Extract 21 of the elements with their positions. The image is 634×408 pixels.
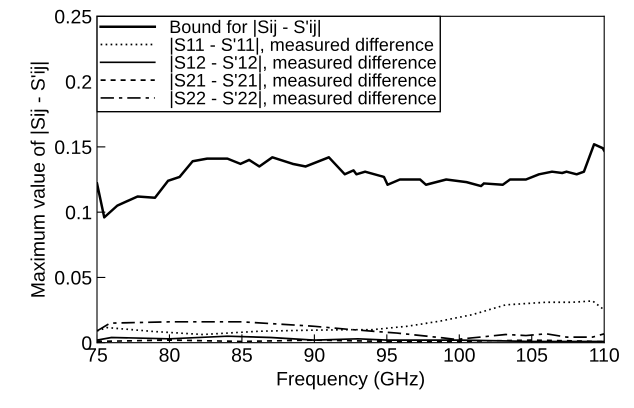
y-tick-label: 0.05: [55, 270, 92, 285]
y-tick-label: 0.15: [55, 140, 92, 154]
x-tick-label: 75: [87, 348, 107, 362]
x-tick-label: 90: [304, 348, 324, 362]
y-tick-label: 0.25: [55, 10, 92, 24]
legend-label: Bound for |Sij - S'ij|: [170, 20, 320, 37]
legend-label: |S21 - S'21|, measured difference: [170, 73, 436, 90]
y-tick-label: 0.1: [66, 206, 92, 220]
y-tick-label: 0.2: [66, 75, 92, 89]
legend-label: |S22 - S'22|, measured difference: [170, 91, 436, 108]
y-tick-label: 0: [82, 336, 92, 350]
x-tick-label: 95: [376, 348, 397, 362]
x-axis-title: Frequency (GHz): [278, 371, 424, 390]
x-tick-label: 80: [159, 348, 180, 362]
x-tick-label: 110: [590, 348, 619, 362]
x-tick-label: 105: [517, 348, 548, 362]
x-tick-label: 85: [232, 348, 252, 362]
y-axis-title: Maximum value of |Sij - S'ij|: [30, 62, 49, 297]
legend-label: |S12 - S'12|, measured difference: [170, 56, 436, 72]
legend-label: |S11 - S'11|, measured difference: [170, 38, 434, 55]
x-tick-label: 100: [444, 348, 475, 362]
